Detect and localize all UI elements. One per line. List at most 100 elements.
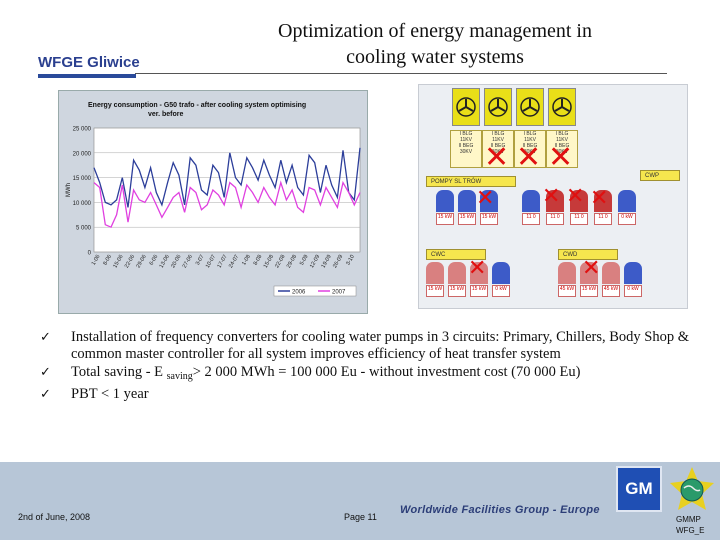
cooling-tower-fan-2	[484, 88, 512, 126]
pump-label: 11 0	[594, 213, 612, 225]
pump-label: 11 0	[570, 213, 588, 225]
removed-x-icon: ✕	[468, 256, 487, 281]
x-tick-label: 27-06	[182, 254, 194, 269]
bullet-text-post: > 2 000 MWh = 100 000 Eu - without inves…	[192, 364, 581, 380]
x-tick-label: 15-06	[112, 254, 124, 269]
footer-gmmp-label: GMMP WFG_E	[676, 514, 704, 536]
legend-label: 2007	[332, 290, 346, 296]
tower-label: 11KV	[556, 137, 568, 143]
pump: 15 kW	[470, 262, 488, 298]
bullet-text: PBT < 1 year	[71, 386, 149, 402]
pump-label: 0 kW	[618, 213, 636, 225]
tower-box-4: I BLG 11KV II BEG 30KV	[546, 130, 578, 168]
x-tick-label: 6-06	[149, 254, 160, 267]
removed-x-icon: ✕	[548, 140, 574, 175]
pump: 15 kW	[480, 190, 498, 226]
tower-label: 11KV	[460, 137, 472, 143]
footer-date: 2nd of June, 2008	[18, 512, 91, 522]
x-tick-label: 8-06	[102, 254, 113, 267]
fan-icon	[488, 97, 508, 117]
pump-label: 15 kW	[580, 285, 598, 297]
chart-title-line-2: ver. before	[148, 111, 184, 118]
title-divider	[135, 73, 667, 74]
fan-icon	[552, 97, 572, 117]
tower-label: II BEG	[490, 143, 506, 149]
pump: 11 0	[594, 190, 612, 226]
footer-page-number: Page 11	[344, 512, 377, 522]
pump-label: 0 kW	[492, 285, 510, 297]
series-line-2007	[93, 180, 361, 229]
pump-label: 0 kW	[624, 285, 642, 297]
chart-title: Energy consumption - G50 trafo - after c…	[88, 101, 348, 119]
removed-x-icon: ✕	[476, 186, 495, 211]
pump: 0 kW	[618, 190, 636, 226]
tower-box-1: I BLG 11KV II BEG 30KV	[450, 130, 482, 168]
tower-label: 30KV	[491, 149, 505, 155]
y-tick-label: 5 000	[76, 226, 92, 232]
pump-label: 15 kW	[436, 213, 454, 225]
fan-icon	[520, 97, 540, 117]
pump-label: 15 kW	[470, 285, 488, 297]
x-tick-label: 12-09	[309, 254, 321, 269]
pump: 15 kW	[426, 262, 444, 298]
bullet-list: ✓ Installation of frequency converters f…	[40, 329, 700, 404]
series-line-2006	[93, 147, 361, 208]
footer-group-name: Worldwide Facilities Group - Europe	[400, 504, 600, 516]
pump: 15 kW	[458, 190, 476, 226]
x-tick-label: 1-08	[241, 254, 252, 267]
organization-label: WFGE Gliwice	[38, 54, 140, 71]
tower-label: 30KV	[459, 149, 473, 155]
x-tick-label: 8-08	[253, 254, 264, 267]
pump: 0 kW	[624, 262, 642, 298]
pump-label: 11 0	[522, 213, 540, 225]
pump: 15 kW	[436, 190, 454, 226]
tower-label: 30KV	[523, 149, 537, 155]
checkmark-icon: ✓	[40, 330, 51, 345]
pump-label: 15 kW	[480, 213, 498, 225]
fan-icon	[456, 97, 476, 117]
gm-logo: GM	[616, 466, 662, 512]
pump: 45 kW	[602, 262, 620, 298]
pump-label: 15 kW	[426, 285, 444, 297]
y-tick-label: 15 000	[73, 176, 92, 182]
x-tick-label: 24-07	[228, 254, 240, 269]
x-tick-label: 3-07	[195, 254, 206, 267]
pump: 0 kW	[492, 262, 510, 298]
x-tick-label: 22-08	[274, 254, 286, 269]
x-tick-label: 5-09	[299, 254, 310, 267]
footer-band	[0, 462, 720, 540]
x-tick-label: 17-07	[216, 254, 228, 269]
bullet-item: ✓ PBT < 1 year	[40, 386, 700, 403]
slide-title: Optimization of energy management in coo…	[205, 18, 665, 70]
tower-label: 11KV	[492, 137, 504, 143]
bullet-subscript: saving	[166, 371, 193, 382]
pump: 15 kW	[448, 262, 466, 298]
bullet-text: Installation of frequency converters for…	[71, 329, 689, 362]
x-tick-label: 19-09	[321, 254, 333, 269]
primary-circuit-box: POMPY SL TRÓW	[426, 176, 516, 187]
cwc-box: CWC	[426, 249, 486, 260]
cooling-tower-fan-4	[548, 88, 576, 126]
removed-x-icon: ✕	[590, 186, 609, 211]
tower-label: 11KV	[524, 137, 536, 143]
pump: 11 0	[570, 190, 588, 226]
removed-x-icon: ✕	[582, 256, 601, 281]
x-tick-label: 29-08	[286, 254, 298, 269]
bullet-item: ✓ Total saving - E saving> 2 000 MWh = 1…	[40, 364, 700, 385]
pump-label: 15 kW	[448, 285, 466, 297]
tower-label: II BEG	[458, 143, 474, 149]
pump-label: 11 0	[546, 213, 564, 225]
bullet-item: ✓ Installation of frequency converters f…	[40, 329, 700, 363]
tower-label: I BLG	[459, 131, 473, 137]
tower-label: II BEG	[522, 143, 538, 149]
bullet-text-pre: Total saving - E	[71, 364, 167, 380]
tower-label: 30KV	[555, 149, 569, 155]
y-tick-label: 0	[88, 251, 92, 257]
x-tick-label: 26-09	[332, 254, 344, 269]
checkmark-icon: ✓	[40, 387, 51, 402]
gmmp-globe-logo	[670, 467, 714, 510]
y-tick-label: 20 000	[73, 151, 92, 157]
org-underline	[38, 74, 136, 78]
pump-label: 45 kW	[558, 285, 576, 297]
